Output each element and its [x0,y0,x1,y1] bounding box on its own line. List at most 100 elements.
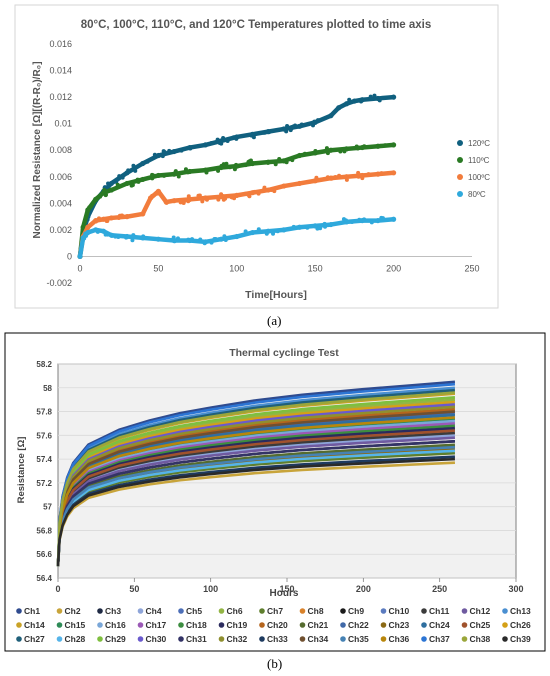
chart-b-legend-marker [56,622,63,628]
chart-b-legend-marker [421,622,427,628]
chart-a-data-point [275,229,280,234]
chart-a-legend-label: 100ºC [468,173,490,182]
chart-b-legend-label: Ch33 [267,634,288,644]
chart-b-legend-marker [16,608,22,614]
chart-a-data-point [147,195,154,201]
chart-a-data-point [234,192,240,198]
chart-a-data-point [234,163,240,169]
chart-b-legend-marker [218,622,225,628]
chart-a-legend-label: 110ºC [468,156,490,165]
chart-a-data-point [93,217,99,224]
chart-a-y-tick-label: 0.01 [54,119,72,129]
chart-b-legend-marker [461,608,468,614]
chart-b-legend-marker [340,622,346,628]
chart-a-data-point [85,229,91,236]
chart-b-legend-marker [461,622,468,628]
chart-b-legend-marker [340,636,346,642]
chart-a-data-point [391,216,397,222]
chart-a-data-point [359,217,365,224]
chart-a-legend-marker [457,174,463,180]
chart-a-data-point [337,173,342,178]
chart-b-legend-marker [137,608,144,614]
chart-a-y-tick-label: 0.008 [49,145,72,155]
chart-b-legend-label: Ch19 [227,620,248,630]
chart-a-data-point [124,233,130,240]
chart-b-legend-marker [259,622,265,628]
chart-b-legend-label: Ch15 [65,620,86,630]
chart-b-y-tick-label: 57.8 [36,408,52,417]
chart-b-legend-label: Ch8 [308,606,324,616]
chart-a-data-point [249,190,256,196]
chart-b-legend-label: Ch26 [510,620,531,630]
chart-a-data-point [391,94,397,100]
chart-a-data-point [369,220,374,225]
chart-a-data-point [281,227,287,233]
chart-b-legend-label: Ch29 [105,634,126,644]
chart-b-legend-marker [218,608,225,614]
chart-a-data-point [187,168,193,175]
chart-b-legend-marker [502,636,508,642]
chart-a-data-point [272,189,277,194]
chart-a-data-point [140,235,146,241]
chart-b-legend-label: Ch18 [186,620,207,630]
chart-a-data-point [140,211,146,217]
chart-a-data-point [375,217,381,224]
chart-a-data-point [338,149,343,154]
chart-a-data-point [289,125,295,131]
chart-a-data-point [243,191,248,196]
chart-a-data-point [243,163,248,168]
chart-b-legend-marker [178,608,184,614]
chart-a-data-point [176,174,181,179]
chart-a-data-point [108,232,114,238]
chart-a-data-point [216,197,221,202]
chart-a-data-point [368,94,373,99]
chart-a-data-point [108,180,114,187]
chart-a-series-1 [77,142,397,260]
chart-a-legend-marker [457,157,463,163]
chart-a-y-tick-label: 0.006 [49,172,72,182]
chart-a-data-point [80,235,86,241]
chart-a-data-point [273,162,278,167]
chart-a-data-point [281,158,287,164]
chart-a-data-point [116,216,121,221]
chart-a-x-tick-label: 100 [229,263,244,273]
chart-a-data-point [249,229,256,236]
chart-b-legend-label: Ch17 [146,620,167,630]
chart-a-data-point [171,171,177,177]
chart-a-data-point [265,187,271,193]
chart-a-data-point [375,143,381,149]
chart-a-data-point [202,195,209,201]
chart-a-data-point [305,225,310,230]
chart-a-data-point [105,219,110,224]
chart-a-data-point [336,105,342,111]
chart-a-data-point [133,168,138,173]
chart-b-legend-label: Ch39 [510,634,531,644]
chart-b-y-tick-label: 56.8 [36,526,52,535]
chart-a-series-3 [77,215,397,260]
chart-b-legend-marker [16,636,22,642]
chart-b-legend-label: Ch11 [429,606,450,616]
chart-b-y-tick-label: 57.4 [36,455,52,464]
chart-a-data-point [234,134,240,140]
chart-b-legend-marker [461,636,468,642]
chart-a-data-point [218,164,224,171]
chart-b-y-tick-label: 57.2 [36,479,52,488]
chart-b-legend-marker [502,608,508,614]
chart-a-y-tick-label: 0.004 [49,198,72,208]
chart-b-series-Ch38 [56,391,456,567]
chart-a-data-point [93,196,99,202]
chart-a-data-point [227,165,232,170]
chart-b-series-Ch39 [56,457,455,567]
chart-a-data-point [100,228,107,234]
chart-b-legend-label: Ch37 [429,634,450,644]
chart-a-data-point [155,236,161,242]
chart-a-data-point [175,236,180,241]
chart-a-data-point [328,147,334,153]
chart-a-data-point [162,173,167,178]
chart-a-data-point [328,113,334,119]
chart-a-data-point [290,158,295,163]
chart-b-legend-marker [178,622,184,628]
chart-b-legend-marker [137,636,144,642]
chart-a-data-point [333,174,338,179]
chart-b-series-Ch25 [56,429,456,567]
